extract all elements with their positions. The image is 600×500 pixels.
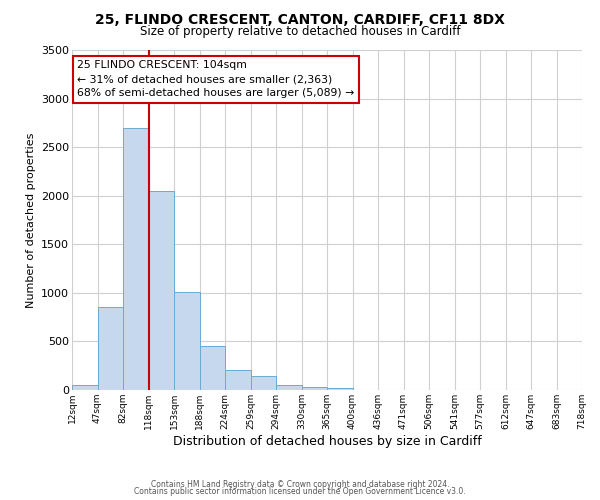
Bar [149, 191, 174, 390]
Text: 25 FLINDO CRESCENT: 104sqm
← 31% of detached houses are smaller (2,363)
68% of s: 25 FLINDO CRESCENT: 104sqm ← 31% of deta… [77, 60, 355, 98]
X-axis label: Distribution of detached houses by size in Cardiff: Distribution of detached houses by size … [173, 434, 481, 448]
Text: Contains HM Land Registry data © Crown copyright and database right 2024.: Contains HM Land Registry data © Crown c… [151, 480, 449, 489]
Y-axis label: Number of detached properties: Number of detached properties [26, 132, 35, 308]
Bar [72, 385, 97, 390]
Bar [123, 128, 149, 390]
Bar [174, 292, 199, 390]
Bar [327, 388, 353, 390]
Bar [199, 346, 225, 390]
Text: 25, FLINDO CRESCENT, CANTON, CARDIFF, CF11 8DX: 25, FLINDO CRESCENT, CANTON, CARDIFF, CF… [95, 12, 505, 26]
Bar [251, 376, 276, 390]
Text: Contains public sector information licensed under the Open Government Licence v3: Contains public sector information licen… [134, 488, 466, 496]
Bar [302, 387, 327, 390]
Text: Size of property relative to detached houses in Cardiff: Size of property relative to detached ho… [140, 25, 460, 38]
Bar [225, 370, 251, 390]
Bar [97, 308, 123, 390]
Bar [276, 384, 302, 390]
